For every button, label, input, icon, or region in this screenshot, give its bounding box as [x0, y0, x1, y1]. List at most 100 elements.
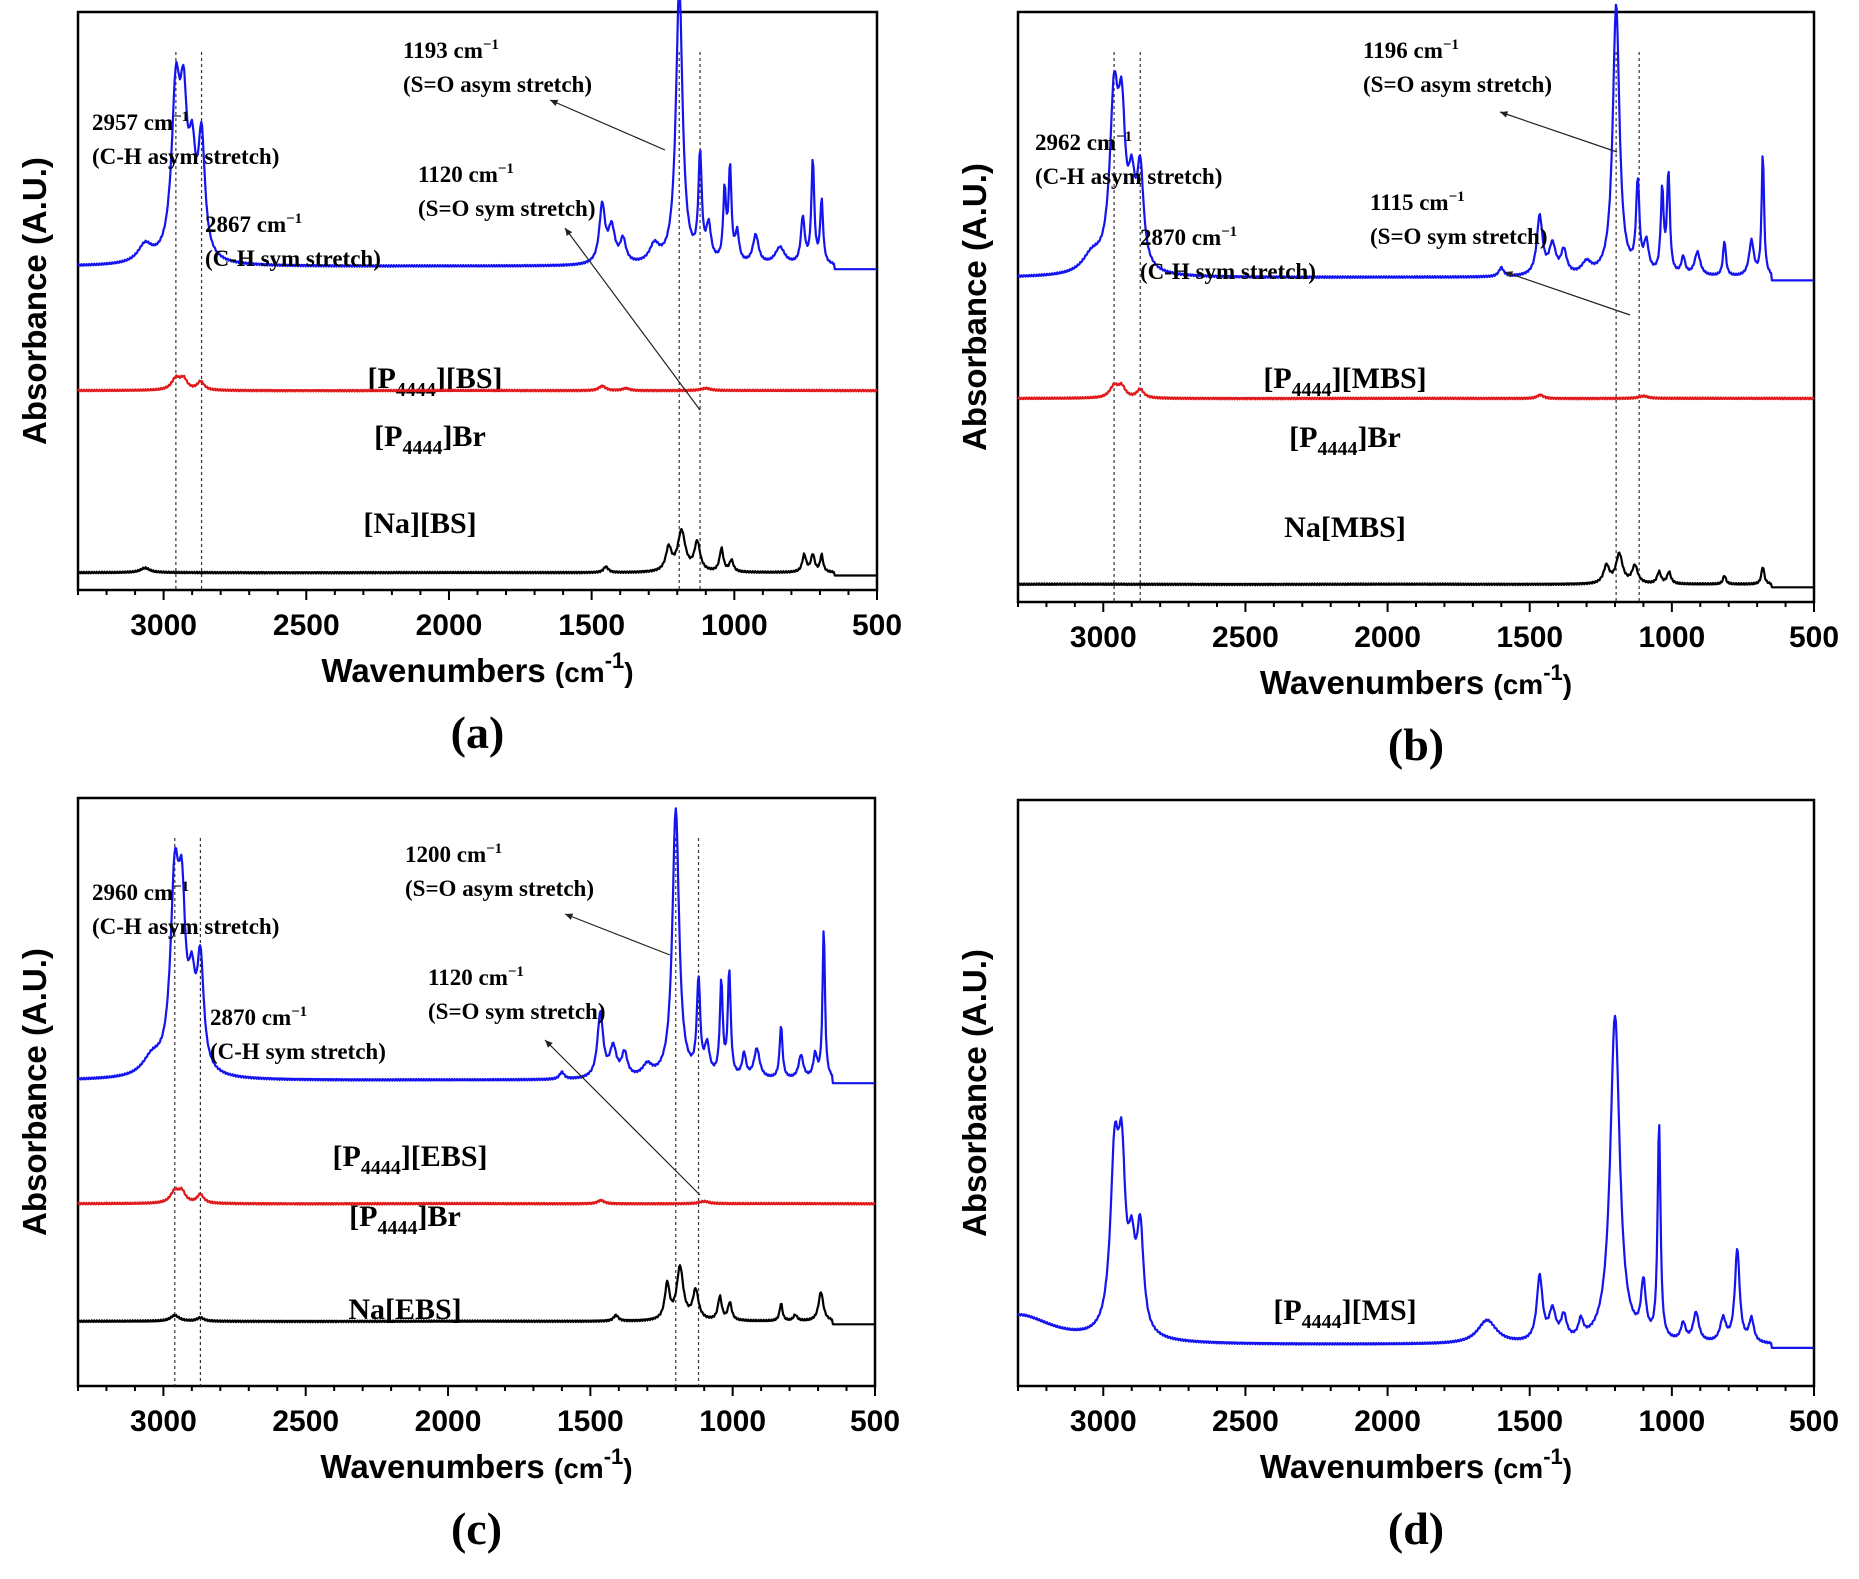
series-label: Na[MBS]	[1284, 511, 1406, 544]
y-axis-label: Absorbance (A.U.)	[16, 157, 53, 445]
series-label: [P4444][MS]	[1273, 1294, 1416, 1333]
x-axis-label: Wavenumbers (cm-1)	[320, 1444, 632, 1485]
y-axis-label: Absorbance (A.U.)	[956, 949, 993, 1237]
x-tick-label: 500	[1789, 1405, 1839, 1438]
x-tick-label: 2500	[1212, 621, 1279, 654]
series-line	[77, 0, 877, 271]
annotation-arrow	[564, 913, 671, 956]
x-tick-label: 500	[1789, 621, 1839, 654]
y-axis-label: Absorbance (A.U.)	[16, 948, 53, 1236]
annotation-arrow	[544, 1039, 701, 1196]
annotation-assignment: (C-H asym stretch)	[92, 144, 279, 169]
peak-annotation: 1193 cm−1 (S=O asym stretch)	[403, 37, 666, 151]
peak-annotation: 2870 cm−1 (C-H sym stretch)	[210, 1004, 386, 1064]
series-label: Na[EBS]	[348, 1293, 461, 1326]
annotation-wavenumber: 2957 cm−1	[92, 109, 189, 135]
x-axis-label: Wavenumbers (cm-1)	[1260, 1444, 1572, 1485]
series-line	[77, 807, 875, 1085]
x-tick-label: 1500	[1496, 1405, 1563, 1438]
annotation-wavenumber: 2870 cm−1	[210, 1004, 307, 1030]
panel-d: 3000 2500 2000 1500 1000 500 Wavenumbers (cm-1…	[956, 798, 1839, 1554]
annotation-wavenumber: 1120 cm−1	[418, 161, 514, 187]
x-tick-label: 1000	[701, 609, 768, 642]
annotation-wavenumber: 1120 cm−1	[428, 964, 524, 990]
annotation-assignment: (S=O asym stretch)	[405, 876, 594, 901]
series-line	[1017, 1014, 1814, 1349]
x-tick-label: 1500	[1496, 621, 1563, 654]
series-label: [Na][BS]	[363, 507, 476, 540]
plot-frame-a	[76, 10, 879, 592]
annotation-wavenumber: 2962 cm−1	[1035, 129, 1132, 155]
series-label: [P4444]Br	[374, 420, 486, 459]
annotation-wavenumber: 2960 cm−1	[92, 879, 189, 905]
annotation-wavenumber: 2870 cm−1	[1140, 224, 1237, 250]
x-axis-label: Wavenumbers (cm-1)	[1260, 660, 1572, 701]
x-tick-label: 3000	[130, 609, 197, 642]
annotation-assignment: (C-H asym stretch)	[92, 914, 279, 939]
annotation-assignment: (S=O sym stretch)	[418, 196, 596, 221]
peak-annotation: 1200 cm−1 (S=O asym stretch)	[405, 841, 671, 956]
series-line	[77, 374, 878, 393]
peak-annotation: 2957 cm−1 (C-H asym stretch)	[92, 109, 279, 169]
panel-b: 3000 2500 2000 1500 1000 500 Wavenumbers (cm-1…	[956, 3, 1839, 770]
annotation-assignment: (C-H asym stretch)	[1035, 164, 1222, 189]
peak-annotation: 2962 cm−1 (C-H asym stretch)	[1035, 129, 1222, 189]
peak-annotation: 1115 cm−1 (S=O sym stretch)	[1370, 189, 1631, 316]
annotation-wavenumber: 1193 cm−1	[403, 37, 499, 63]
annotation-assignment: (S=O sym stretch)	[1370, 224, 1548, 249]
x-tick-label: 1500	[557, 1405, 624, 1438]
panel-label: (b)	[1388, 719, 1444, 770]
panel-label: (a)	[451, 707, 505, 758]
annotation-assignment: (C-H sym stretch)	[210, 1039, 386, 1064]
peak-annotation: 2870 cm−1 (C-H sym stretch)	[1140, 224, 1316, 284]
peak-annotation: 1196 cm−1 (S=O asym stretch)	[1363, 37, 1618, 153]
series-line	[1017, 381, 1815, 401]
series-label: [P4444]Br	[349, 1200, 461, 1239]
x-tick-label: 1000	[1638, 621, 1705, 654]
x-tick-label: 3000	[1070, 621, 1137, 654]
series-line	[1017, 551, 1814, 589]
plot-frame-b	[1016, 10, 1816, 604]
x-tick-label: 3000	[130, 1405, 197, 1438]
x-tick-label: 2500	[272, 1405, 339, 1438]
annotation-assignment: (S=O asym stretch)	[1363, 72, 1552, 97]
series-label: [P4444][MBS]	[1263, 362, 1426, 401]
series-line	[77, 1264, 875, 1326]
annotation-wavenumber: 2867 cm−1	[205, 211, 302, 237]
series-line	[77, 528, 877, 577]
y-axis-label: Absorbance (A.U.)	[956, 163, 993, 451]
panel-label: (d)	[1388, 1503, 1444, 1554]
annotation-assignment: (S=O asym stretch)	[403, 72, 592, 97]
series-label: [P4444][EBS]	[332, 1140, 487, 1179]
x-axis-label: Wavenumbers (cm-1)	[321, 648, 633, 689]
peak-annotation: 1120 cm−1 (S=O sym stretch)	[428, 964, 701, 1196]
annotation-arrow	[1504, 271, 1631, 316]
annotation-arrow	[1499, 111, 1618, 153]
annotation-wavenumber: 1115 cm−1	[1370, 189, 1465, 215]
x-tick-label: 2000	[415, 1405, 482, 1438]
series-label: [P4444]Br	[1289, 421, 1401, 460]
x-tick-label: 3000	[1070, 1405, 1137, 1438]
x-tick-label: 500	[850, 1405, 900, 1438]
x-tick-label: 1500	[558, 609, 625, 642]
annotation-assignment: (C-H sym stretch)	[205, 246, 381, 271]
series-line	[1017, 3, 1814, 282]
x-tick-label: 2500	[1212, 1405, 1279, 1438]
x-tick-label: 2000	[416, 609, 483, 642]
x-tick-label: 500	[852, 609, 902, 642]
series-label: [P4444][BS]	[368, 362, 503, 401]
x-tick-label: 1000	[699, 1405, 766, 1438]
annotation-arrow	[564, 227, 701, 411]
x-tick-label: 2000	[1354, 1405, 1421, 1438]
peak-annotation: 1120 cm−1 (S=O sym stretch)	[418, 161, 701, 411]
annotation-assignment: (S=O sym stretch)	[428, 999, 606, 1024]
series-line	[77, 1186, 876, 1206]
x-tick-label: 2500	[273, 609, 340, 642]
annotation-assignment: (C-H sym stretch)	[1140, 259, 1316, 284]
panel-c: 3000 2500 2000 1500 1000 500 Wavenumbers (cm-1…	[16, 796, 900, 1554]
peak-annotation: 2960 cm−1 (C-H asym stretch)	[92, 879, 279, 939]
x-tick-label: 2000	[1354, 621, 1421, 654]
x-tick-label: 1000	[1638, 1405, 1705, 1438]
panel-label: (c)	[451, 1503, 502, 1554]
